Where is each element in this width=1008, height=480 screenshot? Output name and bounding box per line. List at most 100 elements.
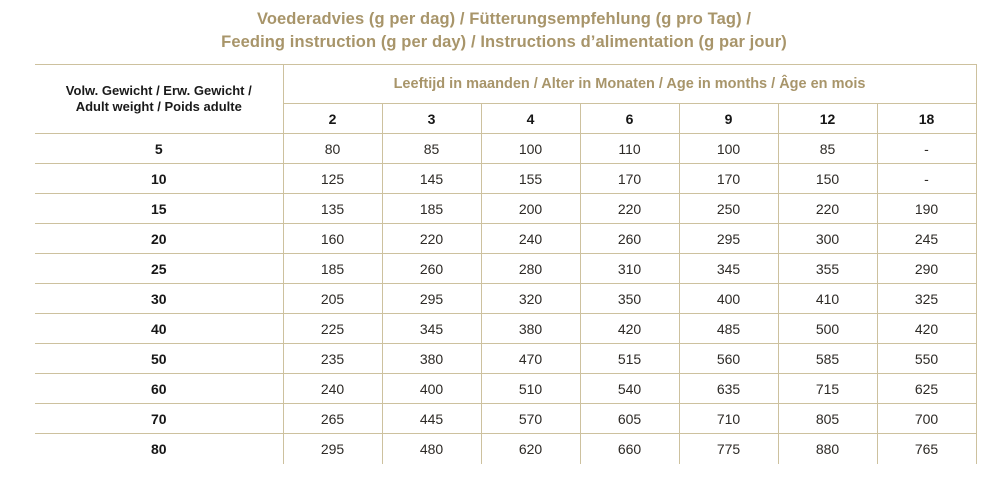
weight-cell: 10 [35,163,284,194]
value-cell: 345 [678,253,779,284]
value-cell: 235 [282,343,383,374]
age-column-header: 12 [777,103,878,134]
value-cell: 280 [480,253,581,284]
value-cell: 350 [579,283,680,314]
value-cell: 135 [282,193,383,224]
age-column-header: 2 [282,103,383,134]
value-cell: 225 [282,313,383,344]
value-cell: 355 [777,253,878,284]
table-row: 40 225 345 380 420 485 500 420 [35,313,977,344]
table-row: 30 205 295 320 350 400 410 325 [35,283,977,314]
value-cell: 420 [579,313,680,344]
value-cell: 295 [678,223,779,254]
weight-cell: 25 [35,253,284,284]
age-column-header: 6 [579,103,680,134]
value-cell: - [876,133,977,164]
value-cell: 560 [678,343,779,374]
value-cell: 220 [381,223,482,254]
age-columns-row: 2 3 4 6 9 12 18 [35,103,977,134]
value-cell: 260 [381,253,482,284]
table-row: 20 160 220 240 260 295 300 245 [35,223,977,254]
weight-cell: 80 [35,433,284,464]
weight-cell: 30 [35,283,284,314]
weight-cell: 15 [35,193,284,224]
value-cell: 445 [381,403,482,434]
value-cell: 380 [480,313,581,344]
age-column-header: 3 [381,103,482,134]
value-cell: 170 [678,163,779,194]
value-cell: - [876,163,977,194]
value-cell: 515 [579,343,680,374]
title-line-2: Feeding instruction (g per day) / Instru… [221,33,787,51]
value-cell: 625 [876,373,977,404]
value-cell: 205 [282,283,383,314]
header-row-age-title: Volw. Gewicht / Erw. Gewicht / Adult wei… [35,64,977,134]
table-row: 70 265 445 570 605 710 805 700 [35,403,977,434]
value-cell: 500 [777,313,878,344]
weight-header-line-2: Adult weight / Poids adulte [75,99,242,114]
weight-cell: 40 [35,313,284,344]
value-cell: 260 [579,223,680,254]
value-cell: 485 [678,313,779,344]
value-cell: 200 [480,193,581,224]
value-cell: 660 [579,433,680,464]
value-cell: 400 [678,283,779,314]
value-cell: 880 [777,433,878,464]
value-cell: 250 [678,193,779,224]
table-row: 50 235 380 470 515 560 585 550 [35,343,977,374]
weight-cell: 60 [35,373,284,404]
weight-cell: 5 [35,133,284,164]
weight-header-cell: Volw. Gewicht / Erw. Gewicht / Adult wei… [35,64,284,134]
value-cell: 85 [381,133,482,164]
table-row: 60 240 400 510 540 635 715 625 [35,373,977,404]
value-cell: 310 [579,253,680,284]
table-row: 10 125 145 155 170 170 150- [35,163,977,194]
weight-header-line-1: Volw. Gewicht / Erw. Gewicht / [65,83,252,98]
weight-cell: 70 [35,403,284,434]
value-cell: 410 [777,283,878,314]
table-row: 80 295 480 620 660 775 880 765 [35,433,977,464]
value-cell: 550 [876,343,977,374]
value-cell: 570 [480,403,581,434]
value-cell: 510 [480,373,581,404]
value-cell: 185 [282,253,383,284]
value-cell: 380 [381,343,482,374]
value-cell: 240 [282,373,383,404]
value-cell: 480 [381,433,482,464]
value-cell: 715 [777,373,878,404]
value-cell: 765 [876,433,977,464]
table-row: 5 80 85 100 110 100 85- [35,133,977,164]
value-cell: 190 [876,193,977,224]
value-cell: 100 [480,133,581,164]
table-row: 25 185 260 280 310 345 355 290 [35,253,977,284]
value-cell: 635 [678,373,779,404]
value-cell: 325 [876,283,977,314]
value-cell: 585 [777,343,878,374]
value-cell: 775 [678,433,779,464]
value-cell: 245 [876,223,977,254]
value-cell: 700 [876,403,977,434]
table-body: 5 80 85 100 110 100 85-10 125 145 155 170 170 150-15… [35,133,977,464]
value-cell: 300 [777,223,878,254]
value-cell: 125 [282,163,383,194]
title-line-1: Voederadvies (g per dag) / Fütterungsemp… [256,10,752,28]
page-title: Voederadvies (g per dag) / Fütterungsemp… [0,8,1008,54]
value-cell: 220 [579,193,680,224]
value-cell: 710 [678,403,779,434]
value-cell: 85 [777,133,878,164]
table-row: 15 135 185 200 220 250 220 190 [35,193,977,224]
value-cell: 345 [381,313,482,344]
weight-cell: 50 [35,343,284,374]
value-cell: 110 [579,133,680,164]
feeding-table: Volw. Gewicht / Erw. Gewicht / Adult wei… [35,64,977,464]
value-cell: 265 [282,403,383,434]
value-cell: 805 [777,403,878,434]
value-cell: 150 [777,163,878,194]
value-cell: 620 [480,433,581,464]
age-column-header: 4 [480,103,581,134]
value-cell: 420 [876,313,977,344]
value-cell: 80 [282,133,383,164]
value-cell: 400 [381,373,482,404]
age-column-header: 18 [876,103,977,134]
